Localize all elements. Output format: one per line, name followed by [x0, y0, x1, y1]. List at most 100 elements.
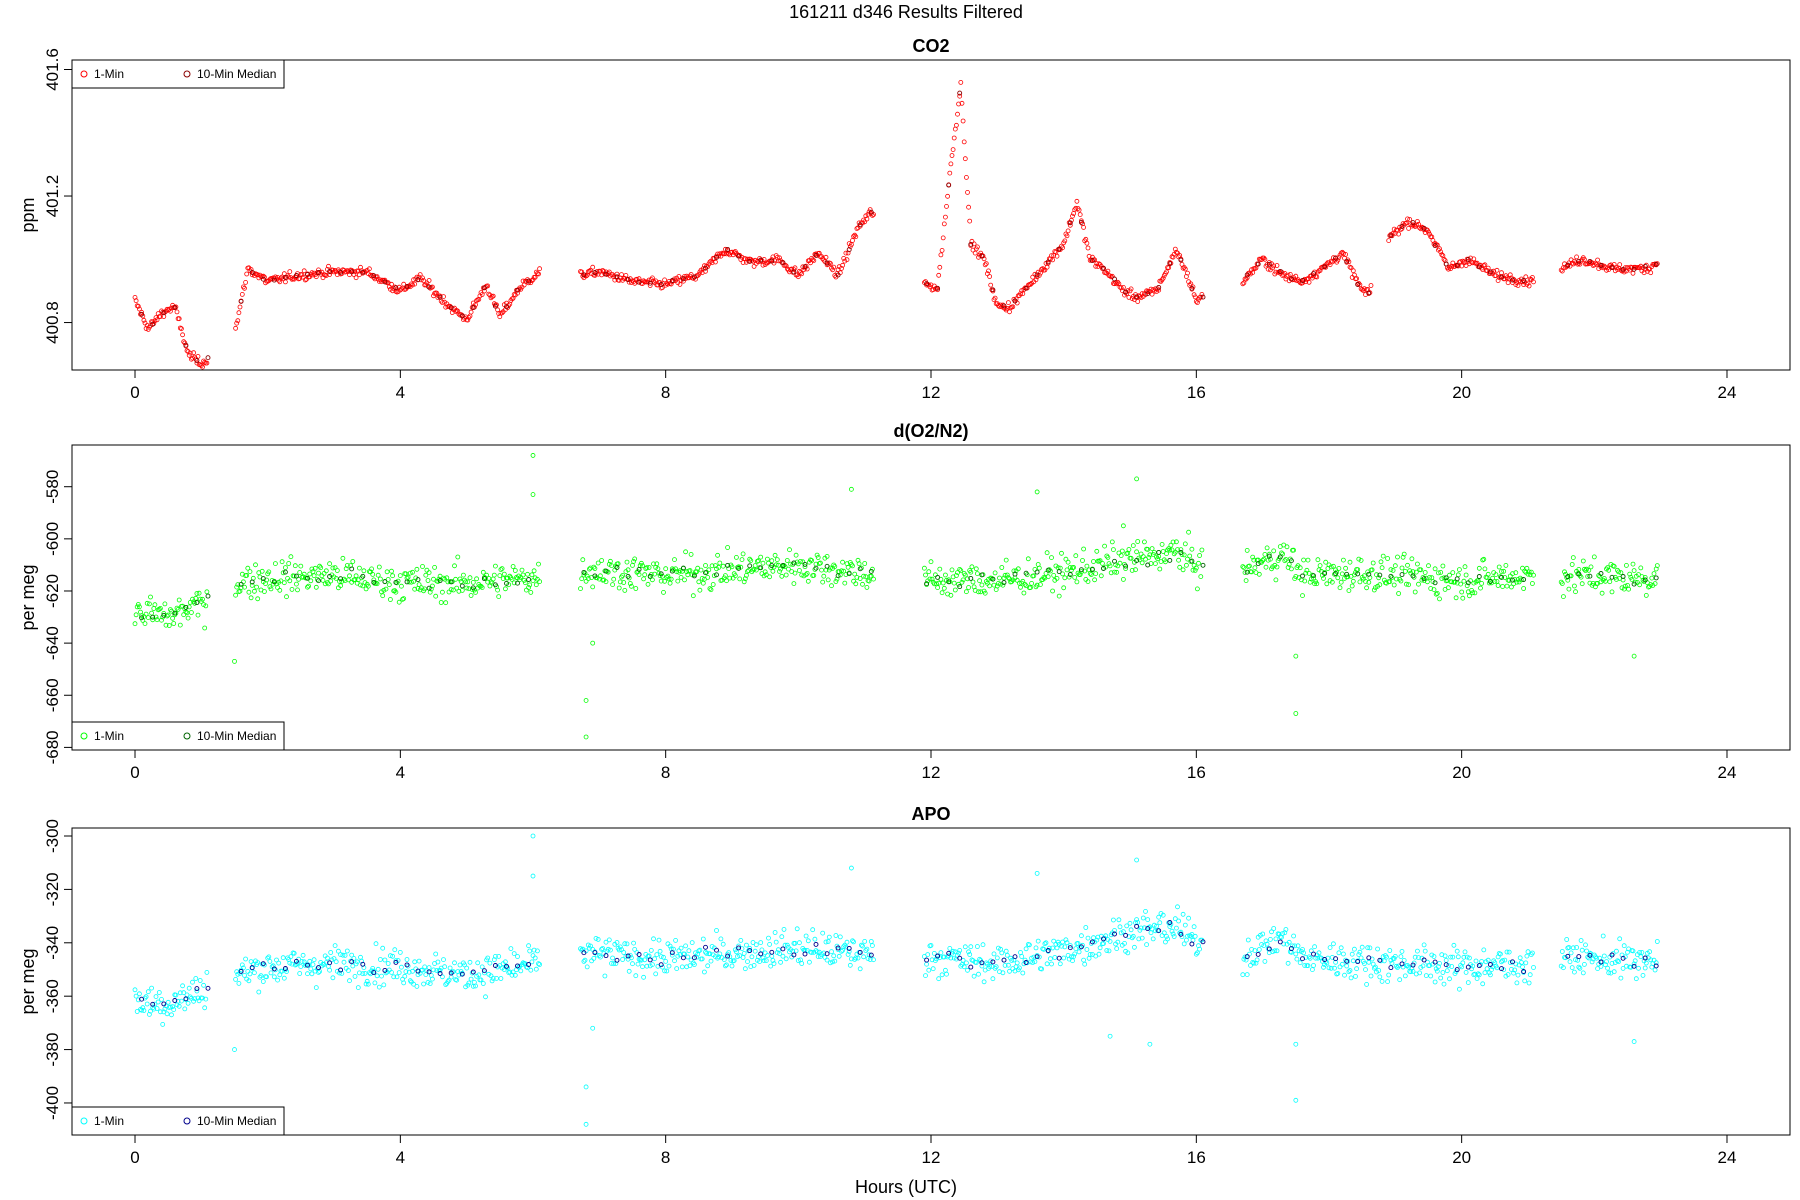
- data-point: [1432, 566, 1438, 572]
- data-point: [481, 970, 487, 976]
- y-tick-label: 401.2: [43, 175, 62, 218]
- data-point: [1346, 588, 1352, 593]
- data-point: [676, 948, 682, 954]
- data-point: [1273, 936, 1279, 942]
- data-point: [319, 573, 325, 579]
- data-point: [1585, 574, 1591, 579]
- data-point: [749, 954, 755, 960]
- data-point: [1157, 920, 1163, 926]
- data-point: [410, 968, 415, 974]
- legend-marker: [80, 70, 88, 78]
- median-point: [725, 246, 731, 252]
- data-point: [296, 576, 302, 582]
- data-point: [1369, 567, 1375, 573]
- data-point: [922, 565, 927, 571]
- data-point: [497, 573, 503, 578]
- median-point: [305, 962, 310, 968]
- data-point: [1083, 925, 1089, 930]
- data-point: [735, 954, 740, 959]
- data-point: [1653, 960, 1659, 966]
- data-point: [991, 582, 997, 588]
- data-point: [941, 221, 947, 227]
- data-point: [765, 953, 770, 958]
- data-point: [1609, 589, 1615, 595]
- data-point: [803, 933, 809, 939]
- data-point: [150, 617, 156, 623]
- data-point: [976, 971, 981, 977]
- data-point: [587, 566, 592, 572]
- data-point: [1121, 577, 1126, 582]
- data-point: [287, 960, 293, 966]
- data-point: [667, 943, 673, 949]
- data-point: [420, 564, 425, 569]
- data-point: [1101, 941, 1106, 946]
- median-point: [327, 269, 333, 274]
- data-point: [133, 612, 139, 618]
- data-point: [1474, 976, 1480, 981]
- data-point: [1433, 591, 1439, 597]
- data-point: [1042, 941, 1048, 947]
- data-point: [831, 953, 837, 959]
- data-point: [1186, 529, 1191, 535]
- data-point: [763, 572, 769, 578]
- data-point: [1462, 564, 1468, 570]
- median-point: [260, 961, 266, 967]
- data-point: [1144, 288, 1149, 294]
- data-point: [843, 250, 849, 256]
- data-point: [133, 993, 139, 999]
- data-point: [386, 582, 392, 588]
- data-point: [136, 306, 142, 312]
- y-axis-label: per meg: [18, 948, 38, 1014]
- data-point: [344, 948, 350, 954]
- data-point: [1091, 559, 1096, 564]
- data-point: [717, 951, 723, 957]
- data-point: [1085, 245, 1091, 251]
- data-point: [193, 976, 199, 981]
- data-point: [631, 559, 636, 564]
- data-point: [1398, 578, 1404, 584]
- data-point: [483, 994, 488, 1000]
- median-point: [1056, 955, 1062, 961]
- median-point: [846, 247, 852, 253]
- data-point: [1240, 972, 1246, 978]
- data-point: [1185, 933, 1190, 939]
- data-point: [441, 957, 446, 962]
- data-point: [203, 996, 209, 1002]
- data-point: [1494, 267, 1500, 273]
- data-point: [1431, 587, 1437, 592]
- data-point: [1412, 954, 1418, 960]
- data-point: [820, 930, 826, 936]
- data-point: [1305, 963, 1311, 969]
- median-point: [1112, 558, 1117, 564]
- data-point: [200, 364, 205, 370]
- data-point: [1321, 964, 1326, 970]
- median-point: [1344, 258, 1350, 264]
- data-point: [1302, 963, 1308, 968]
- median-point: [1432, 580, 1438, 586]
- median-point: [1487, 579, 1493, 584]
- median-point: [282, 274, 288, 280]
- data-point: [332, 267, 338, 273]
- data-point: [728, 958, 734, 963]
- data-point: [603, 939, 609, 945]
- median-point: [526, 278, 532, 284]
- data-point: [1284, 274, 1290, 279]
- data-point: [750, 940, 756, 945]
- data-point: [244, 271, 250, 277]
- data-point: [369, 566, 375, 572]
- data-point: [448, 974, 454, 980]
- data-point: [1480, 981, 1486, 987]
- data-point: [463, 314, 469, 320]
- data-point: [1621, 269, 1627, 275]
- median-point: [1244, 272, 1250, 278]
- data-point: [1149, 291, 1155, 297]
- data-point: [234, 584, 240, 590]
- data-point: [462, 962, 467, 968]
- median-point: [1333, 571, 1339, 577]
- data-point: [380, 593, 386, 599]
- data-point: [702, 969, 707, 975]
- median-point: [371, 970, 377, 976]
- data-point: [1160, 275, 1166, 281]
- data-point: [938, 950, 944, 955]
- data-point: [1106, 561, 1112, 566]
